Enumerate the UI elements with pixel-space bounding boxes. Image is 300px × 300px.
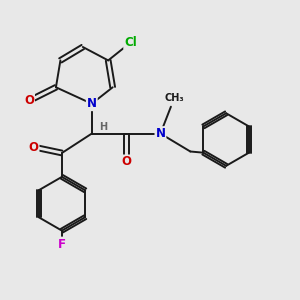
Text: CH₃: CH₃ [164, 93, 184, 103]
Text: H: H [99, 122, 107, 132]
Text: F: F [58, 238, 66, 250]
Text: O: O [121, 155, 131, 168]
Text: N: N [155, 127, 166, 140]
Text: N: N [87, 97, 97, 110]
Text: O: O [28, 140, 38, 154]
Text: Cl: Cl [124, 36, 137, 49]
Text: O: O [24, 94, 34, 107]
